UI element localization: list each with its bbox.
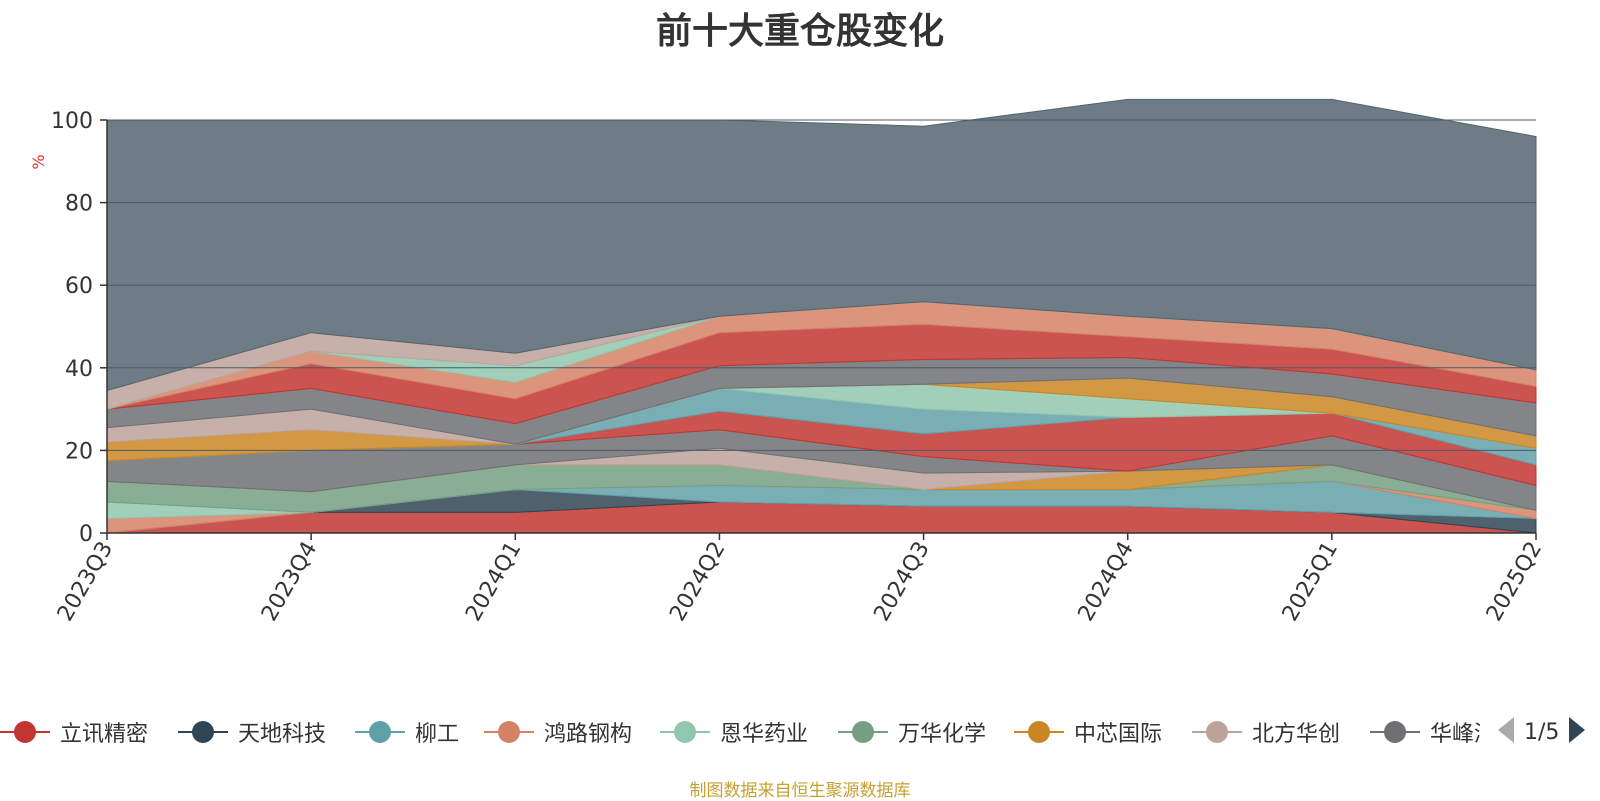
legend-label: 立讯精密	[60, 722, 149, 747]
legend-marker-icon	[1370, 721, 1420, 743]
legend-item-0[interactable]: 立讯精密	[0, 714, 148, 750]
legend-label: 恩华药业	[720, 722, 809, 747]
legend-item-5[interactable]: 万华化学	[838, 714, 986, 750]
legend-items: 立讯精密 天地科技 柳工 鸿路钢构 恩华药业 万华化学 中芯国际 北方华创 华峰测控	[0, 714, 1480, 750]
legend-item-1[interactable]: 天地科技	[178, 714, 326, 750]
legend-label: 北方华创	[1252, 722, 1341, 747]
y-tick-label: 100	[51, 109, 93, 134]
x-tick-label: 2024Q2	[665, 538, 730, 626]
x-tick-label: 2025Q2	[1482, 538, 1547, 626]
legend-marker-icon	[838, 721, 888, 743]
legend: 立讯精密 天地科技 柳工 鸿路钢构 恩华药业 万华化学 中芯国际 北方华创 华峰测控 1/5	[0, 714, 1600, 750]
legend-label: 万华化学	[898, 722, 987, 747]
source-note: 制图数据来自恒生聚源数据库	[689, 781, 911, 801]
legend-item-6[interactable]: 中芯国际	[1014, 714, 1162, 750]
legend-label: 柳工	[415, 722, 460, 747]
legend-page-indicator: 1/5	[1524, 719, 1560, 745]
y-tick-label: 60	[65, 274, 93, 299]
legend-next-arrow-icon[interactable]	[1567, 715, 1587, 749]
legend-item-8[interactable]: 华峰测控	[1370, 714, 1480, 750]
legend-marker-icon	[1014, 721, 1064, 743]
legend-prev-arrow-icon[interactable]	[1496, 715, 1516, 749]
legend-item-3[interactable]: 鸿路钢构	[484, 714, 632, 750]
x-tick-label: 2023Q3	[53, 538, 118, 626]
legend-marker-icon	[484, 721, 534, 743]
legend-pager: 1/5	[1496, 716, 1587, 748]
legend-marker-icon	[1192, 721, 1242, 743]
legend-label: 天地科技	[238, 722, 327, 747]
x-tick-label: 2023Q4	[257, 538, 322, 626]
legend-item-4[interactable]: 恩华药业	[660, 714, 808, 750]
legend-label: 鸿路钢构	[544, 722, 633, 747]
legend-marker-icon	[0, 721, 50, 743]
legend-item-2[interactable]: 柳工	[355, 714, 459, 750]
legend-marker-icon	[660, 721, 710, 743]
y-tick-label: 80	[65, 192, 93, 217]
legend-label: 华峰测控	[1430, 722, 1480, 747]
y-tick-label: 40	[65, 357, 93, 382]
x-tick-label: 2024Q3	[869, 538, 934, 626]
legend-item-7[interactable]: 北方华创	[1192, 714, 1340, 750]
y-axis-label: %	[29, 154, 48, 169]
x-tick-label: 2025Q1	[1278, 538, 1343, 626]
legend-label: 中芯国际	[1074, 722, 1163, 747]
y-tick-label: 0	[79, 522, 93, 547]
legend-marker-icon	[178, 721, 228, 743]
chart-title: 前十大重仓股变化	[655, 11, 944, 52]
x-tick-label: 2024Q1	[461, 538, 526, 626]
legend-marker-icon	[355, 721, 405, 743]
y-tick-label: 20	[65, 439, 93, 464]
x-tick-label: 2024Q4	[1074, 538, 1139, 626]
